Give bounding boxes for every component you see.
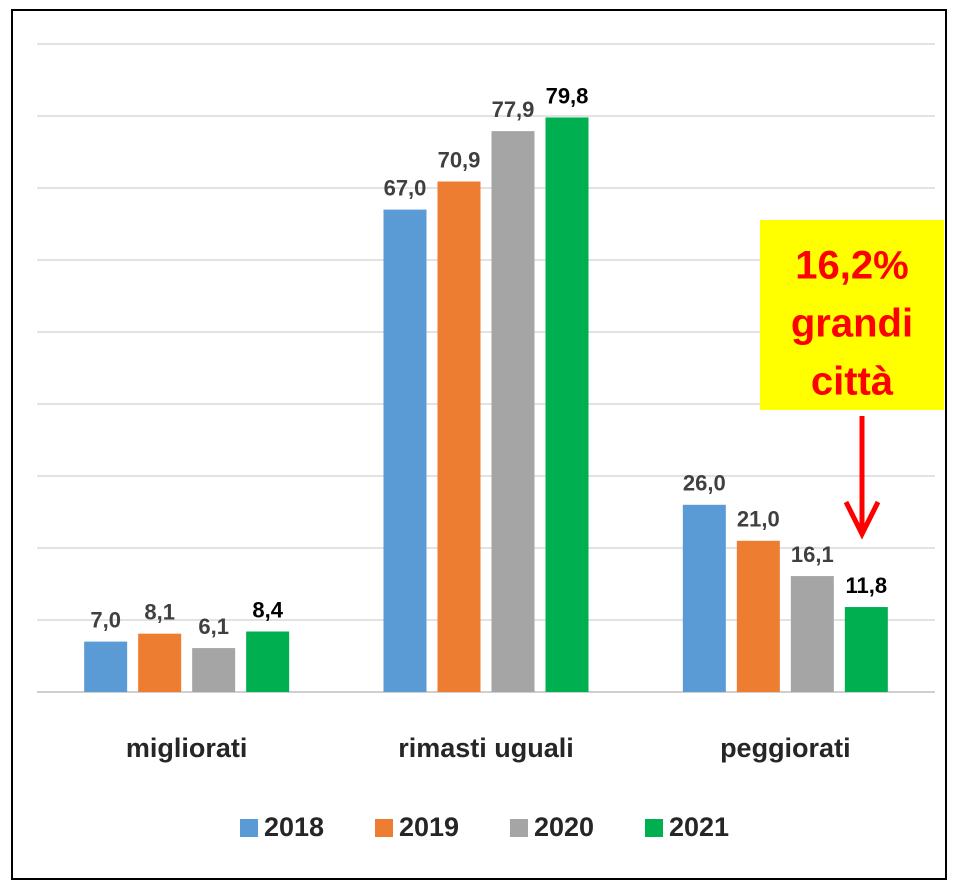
data-label: 77,9 xyxy=(492,97,535,122)
x-tick-label: migliorati xyxy=(126,733,248,763)
x-tick-label: rimasti uguali xyxy=(398,733,574,763)
data-label: 16,1 xyxy=(791,542,834,567)
data-label: 70,9 xyxy=(438,147,481,172)
bar xyxy=(736,540,780,692)
bar xyxy=(491,131,535,692)
data-label: 8,1 xyxy=(144,599,175,624)
legend-swatch xyxy=(645,819,663,837)
bar xyxy=(383,209,427,692)
bar xyxy=(682,504,726,692)
x-tick-label: peggiorati xyxy=(720,733,851,763)
legend-label: 2021 xyxy=(669,812,729,842)
legend-label: 2018 xyxy=(264,812,324,842)
bar xyxy=(437,181,481,692)
callout-text: 16,2% xyxy=(795,244,908,288)
legend-swatch xyxy=(510,819,528,837)
callout-text: grandi xyxy=(791,302,913,346)
bar xyxy=(790,576,834,692)
bar xyxy=(844,607,888,692)
bar xyxy=(545,117,589,692)
bar xyxy=(138,633,182,692)
data-label: 11,8 xyxy=(846,573,888,598)
callout-box xyxy=(760,220,944,410)
data-label: 8,4 xyxy=(252,597,283,622)
legend-swatch xyxy=(240,819,258,837)
data-label: 26,0 xyxy=(683,471,726,496)
data-label: 21,0 xyxy=(737,507,780,532)
data-label: 79,8 xyxy=(546,83,589,108)
callout-text: città xyxy=(811,360,894,404)
legend-label: 2019 xyxy=(399,812,459,842)
data-label: 6,1 xyxy=(198,614,229,639)
bar xyxy=(84,641,128,692)
bar xyxy=(246,631,290,692)
data-label: 67,0 xyxy=(384,175,427,200)
legend-swatch xyxy=(375,819,393,837)
legend-label: 2020 xyxy=(534,812,594,842)
bar xyxy=(192,648,236,692)
data-label: 7,0 xyxy=(90,607,121,632)
callout-arrowhead xyxy=(843,500,881,540)
